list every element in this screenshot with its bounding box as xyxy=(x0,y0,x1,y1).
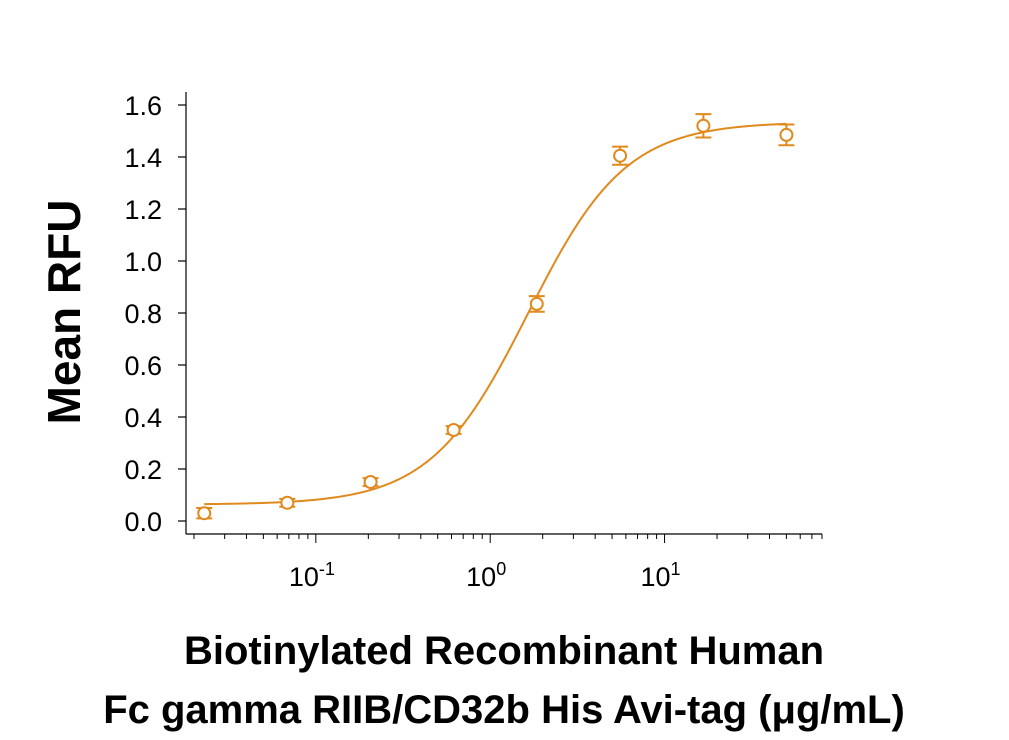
y-tick-label: 0.6 xyxy=(124,351,162,381)
y-tick-label: 0.4 xyxy=(124,403,162,433)
data-point xyxy=(779,127,794,142)
y-tick-label: 0.2 xyxy=(124,455,162,485)
y-tick-label: 1.4 xyxy=(124,143,162,173)
data-point xyxy=(613,148,628,163)
x-axis-title-line-2: Fc gamma RIIB/CD32b His Avi-tag (μg/mL) xyxy=(103,688,905,732)
x-tick-label: 100 xyxy=(466,559,506,592)
y-tick-label: 1.0 xyxy=(124,247,162,277)
data-point xyxy=(363,475,378,489)
data-point xyxy=(446,423,461,437)
data-point xyxy=(529,296,544,311)
y-axis-title: Mean RFU xyxy=(38,200,90,425)
y-tick-label: 0.0 xyxy=(124,507,162,537)
y-tick-label: 1.6 xyxy=(124,91,162,121)
data-point xyxy=(197,506,212,521)
data-point xyxy=(696,118,711,133)
x-axis-title-line-1: Biotinylated Recombinant Human xyxy=(184,629,824,673)
x-tick-label: 10-1 xyxy=(289,559,335,592)
y-tick-label: 0.8 xyxy=(124,299,162,329)
y-tick-label: 1.2 xyxy=(124,195,162,225)
data-point xyxy=(280,495,295,510)
fit-curve xyxy=(204,122,787,506)
x-tick-label: 101 xyxy=(641,559,681,592)
